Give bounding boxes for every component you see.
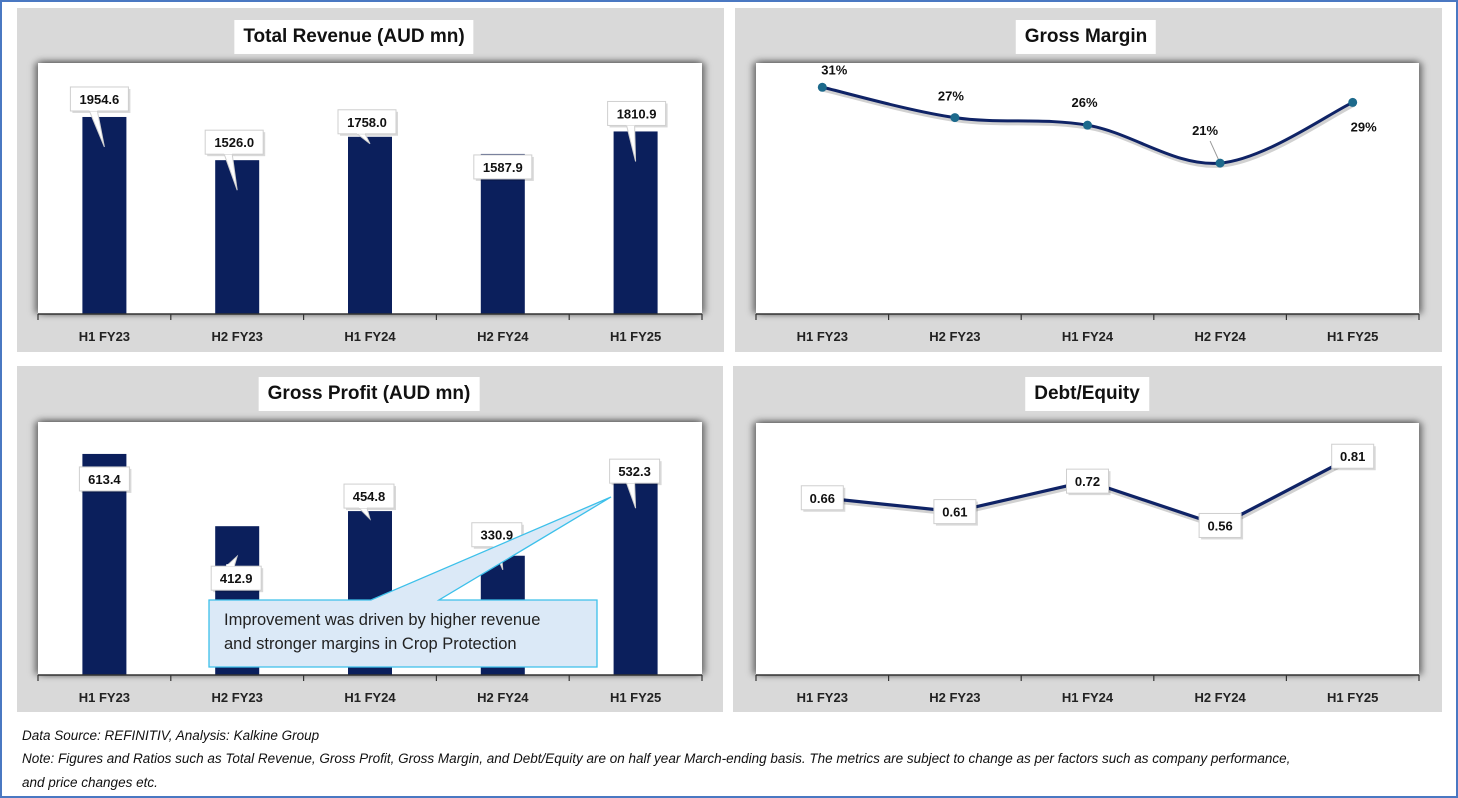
data-label-pointer-join [359,506,367,508]
data-label-text: 412.9 [220,571,253,586]
data-label: 0.66 [801,486,845,512]
data-label-text: 1587.9 [483,160,523,175]
x-tick-label: H2 FY23 [212,690,263,705]
x-tick-label: H1 FY25 [1327,329,1378,344]
data-label-pointer-join [627,481,635,483]
gross-profit-chart: H1 FY23 H2 FY23 H1 FY24 H2 FY24 H1 FY25 613.4… [17,366,723,712]
data-label-text: 1758.0 [347,115,387,130]
gross-margin-panel: Gross Margin H1 FY23H2 FY23H1 FY24H2 FY2… [735,8,1442,352]
series-marker [1083,121,1092,130]
x-tick-label: H1 FY25 [1327,690,1378,705]
data-label: 1587.9 [474,155,534,181]
total-revenue-panel: Total Revenue (AUD mn) H1 FY23H2 FY23H1 … [17,8,724,352]
x-tick-label: H1 FY23 [797,329,848,344]
x-tick-label: H2 FY23 [929,329,980,344]
debt-equity-chart: H1 FY23 H2 FY23 H1 FY24 H2 FY24 H1 FY25 0.66 0… [733,366,1442,712]
footer-source: Data Source: REFINITIV, Analysis: Kalkin… [22,728,319,743]
gross-margin-chart: H1 FY23 H2 FY23 H1 FY24 H2 FY24 H1 FY25 31% 27… [735,8,1442,352]
data-label-text: 26% [1071,95,1097,110]
data-label-pointer-join [226,564,234,566]
x-tick-label: H1 FY25 [610,329,661,344]
data-label-pointer-join [224,152,232,154]
bar [215,160,259,314]
total-revenue-chart: H1 FY23 H2 FY23 H1 FY24 H2 FY24 H1 FY25 1954.… [17,8,724,352]
series-marker [1348,98,1357,107]
x-tick-label: H1 FY23 [79,690,130,705]
callout-text-line: Improvement was driven by higher revenue [224,611,540,629]
data-label-text: 27% [938,89,964,104]
bar [614,483,658,675]
series-marker [950,113,959,122]
bar [348,137,392,314]
data-label-text: 1954.6 [80,92,120,107]
data-label-text: 31% [821,62,847,77]
footer-note-line1: Note: Figures and Ratios such as Total R… [22,751,1290,766]
data-label-pointer-join [627,123,635,125]
x-tick-label: H2 FY24 [477,690,529,705]
series-marker [1216,159,1225,168]
footer-note-line2: and price changes etc. [22,775,158,790]
data-label: 613.4 [79,467,131,493]
x-tick-label: H1 FY25 [610,690,661,705]
data-label-text: 29% [1351,119,1377,134]
data-label-text: 613.4 [88,472,121,487]
x-tick-label: H1 FY23 [797,690,848,705]
series-marker [818,83,827,92]
data-label-text: 532.3 [618,464,651,479]
annotation-callout: Improvement was driven by higher revenue… [209,497,611,667]
x-tick-label: H2 FY23 [929,690,980,705]
x-tick-label: H1 FY23 [79,329,130,344]
data-label: 0.56 [1199,513,1243,539]
data-label-text: 0.56 [1207,518,1232,533]
x-tick-label: H1 FY24 [1062,690,1114,705]
debt-equity-panel: Debt/Equity H1 FY23H2 FY23H1 FY24H2 FY24… [733,366,1442,712]
data-label-text: 1526.0 [214,135,254,150]
x-tick-label: H1 FY24 [344,690,396,705]
x-tick-label: H1 FY24 [1062,329,1114,344]
data-label: 0.61 [934,500,978,526]
x-tick-label: H2 FY23 [212,329,263,344]
callout-text-line: and stronger margins in Crop Protection [224,635,517,653]
x-tick-label: H1 FY24 [344,329,396,344]
data-label-text: 0.61 [942,505,967,520]
data-label-text: 454.8 [353,489,386,504]
data-label-text: 0.66 [810,491,835,506]
data-label-pointer-join [357,132,365,134]
data-label: 0.72 [1067,469,1111,495]
x-tick-label: H2 FY24 [477,329,529,344]
x-tick-label: H2 FY24 [1194,329,1246,344]
data-label-text: 0.81 [1340,449,1365,464]
x-tick-label: H2 FY24 [1194,690,1246,705]
data-label-text: 0.72 [1075,474,1100,489]
data-label: 0.81 [1332,444,1376,470]
data-label-text: 21% [1192,123,1218,138]
gross-profit-panel: Gross Profit (AUD mn) H1 FY23H2 FY23H1 F… [17,366,723,712]
data-label-pointer-join [89,109,97,111]
data-label-text: 1810.9 [617,106,657,121]
